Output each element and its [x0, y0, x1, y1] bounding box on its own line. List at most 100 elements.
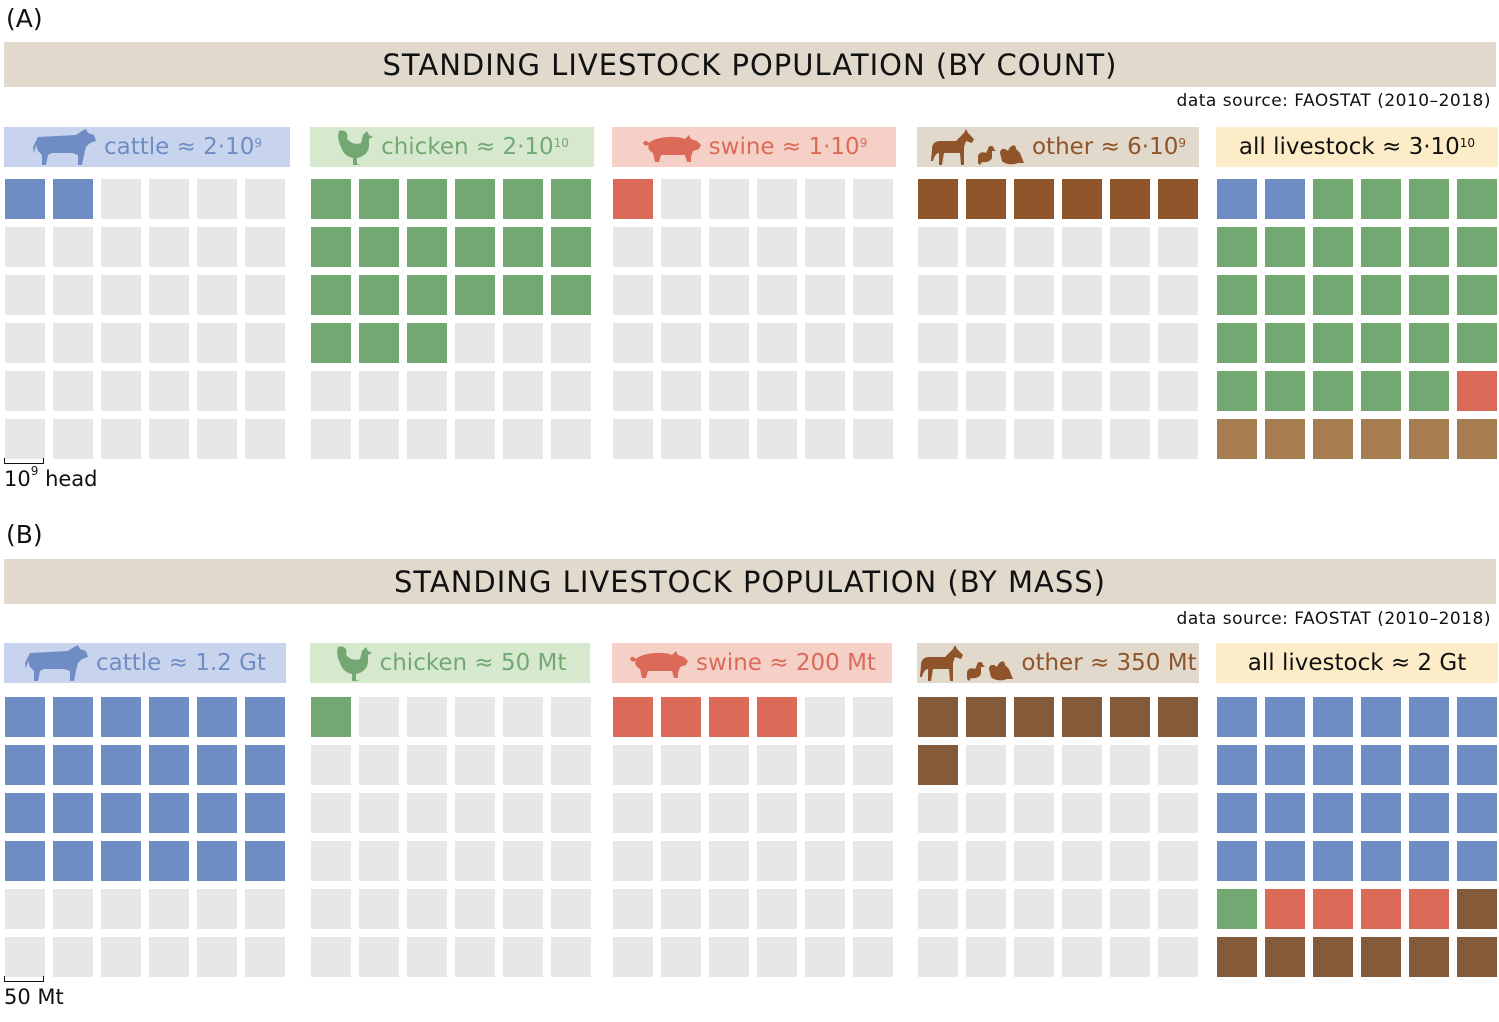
swine-waffle-square	[805, 371, 845, 411]
all-livestock-label-exponent: 10	[1459, 136, 1476, 150]
other-waffle-square	[1110, 889, 1150, 929]
chicken-waffle-square	[503, 889, 543, 929]
chicken-waffle-square	[503, 745, 543, 785]
all-livestock-waffle-square	[1361, 937, 1401, 977]
cattle-waffle-square	[245, 275, 285, 315]
chicken-waffle-square	[311, 275, 351, 315]
swine-waffle-square	[613, 371, 653, 411]
swine-waffle-square	[661, 227, 701, 267]
swine-waffle-square	[613, 841, 653, 881]
chicken-waffle-square	[359, 841, 399, 881]
cattle-waffle-square	[197, 697, 237, 737]
all-livestock-waffle-square	[1313, 697, 1353, 737]
chicken-waffle-square	[551, 179, 591, 219]
cattle-waffle-square	[197, 227, 237, 267]
all-livestock-waffle-square	[1457, 323, 1497, 363]
other-waffle-square	[1014, 371, 1054, 411]
cattle-waffle-square	[245, 323, 285, 363]
chicken-icon	[335, 127, 375, 167]
chicken-waffle-square	[455, 275, 495, 315]
other-waffle-square	[1014, 275, 1054, 315]
all-livestock-waffle-square	[1217, 371, 1257, 411]
all-livestock-waffle-square	[1457, 179, 1497, 219]
all-livestock-waffle-square	[1409, 697, 1449, 737]
chicken-waffle-square	[551, 889, 591, 929]
swine-waffle-square	[709, 745, 749, 785]
chicken-waffle-square	[551, 323, 591, 363]
cattle-waffle-square	[101, 697, 141, 737]
pig-icon	[628, 647, 690, 679]
swine-waffle-square	[661, 937, 701, 977]
all-livestock-waffle-square	[1457, 227, 1497, 267]
swine-waffle-square	[661, 745, 701, 785]
all-livestock-waffle-square	[1457, 889, 1497, 929]
swine-waffle-square	[757, 697, 797, 737]
chicken-waffle-square	[551, 937, 591, 977]
swine-label-text: swine ≈ 1·10	[708, 134, 860, 160]
all-livestock-waffle-square	[1409, 841, 1449, 881]
chicken-waffle-square	[407, 745, 447, 785]
all-livestock-waffle-square	[1217, 841, 1257, 881]
other-waffle-square	[918, 937, 958, 977]
other-waffle-square	[1062, 179, 1102, 219]
swine-waffle-square	[805, 889, 845, 929]
cattle-waffle-square	[53, 179, 93, 219]
cattle-waffle-square	[149, 745, 189, 785]
cattle-label: cattle ≈ 1.2 Gt	[4, 643, 286, 683]
all-livestock-waffle-square	[1361, 697, 1401, 737]
swine-waffle-square	[757, 179, 797, 219]
chicken-waffle-square	[359, 697, 399, 737]
swine-waffle-square	[757, 275, 797, 315]
all-livestock-waffle-square	[1313, 227, 1353, 267]
cattle-label-exponent: 9	[254, 136, 263, 150]
other-waffle-square	[1062, 697, 1102, 737]
swine-waffle-square	[613, 889, 653, 929]
cattle-waffle-square	[101, 371, 141, 411]
cattle-waffle-square	[197, 745, 237, 785]
all-livestock-label: all livestock ≈ 2 Gt	[1216, 643, 1498, 683]
chicken-waffle-square	[455, 889, 495, 929]
other-waffle-square	[918, 793, 958, 833]
other-waffle-square	[1062, 371, 1102, 411]
all-livestock-waffle-square	[1265, 227, 1305, 267]
chicken-waffle-square	[359, 793, 399, 833]
other-waffle-square	[1014, 697, 1054, 737]
swine-waffle-square	[613, 697, 653, 737]
swine-waffle-square	[709, 841, 749, 881]
other-waffle-square	[966, 371, 1006, 411]
all-livestock-waffle-square	[1217, 275, 1257, 315]
all-livestock-waffle-square	[1265, 179, 1305, 219]
swine-waffle-square	[853, 179, 893, 219]
cattle-waffle-square	[53, 841, 93, 881]
all-livestock-waffle-square	[1361, 179, 1401, 219]
all-livestock-waffle-square	[1457, 937, 1497, 977]
cattle-waffle-square	[245, 227, 285, 267]
chicken-label: chicken ≈ 50 Mt	[310, 643, 590, 683]
all-livestock-label-text: all livestock ≈ 2 Gt	[1247, 650, 1467, 676]
other-waffle-square	[1158, 179, 1198, 219]
swine-waffle-square	[805, 793, 845, 833]
other-waffle-square	[1062, 937, 1102, 977]
swine-waffle-square	[853, 371, 893, 411]
cattle-waffle-square	[149, 419, 189, 459]
all-livestock-waffle-square	[1265, 371, 1305, 411]
swine-waffle-square	[853, 697, 893, 737]
chicken-waffle-square	[359, 275, 399, 315]
swine-waffle-square	[805, 841, 845, 881]
all-livestock-waffle-square	[1409, 371, 1449, 411]
swine-waffle-square	[757, 841, 797, 881]
all-livestock-waffle-square	[1409, 937, 1449, 977]
chicken-waffle-square	[503, 793, 543, 833]
swine-waffle-square	[661, 275, 701, 315]
other-waffle-square	[1014, 227, 1054, 267]
all-livestock-waffle-square	[1361, 323, 1401, 363]
other-waffle-square	[918, 371, 958, 411]
chicken-waffle-square	[311, 793, 351, 833]
cattle-waffle-square	[149, 227, 189, 267]
cattle-waffle-square	[5, 323, 45, 363]
other-waffle-square	[966, 841, 1006, 881]
swine-waffle-square	[709, 227, 749, 267]
all-livestock-waffle-square	[1217, 793, 1257, 833]
chicken-waffle-square	[503, 179, 543, 219]
cattle-waffle-square	[5, 841, 45, 881]
